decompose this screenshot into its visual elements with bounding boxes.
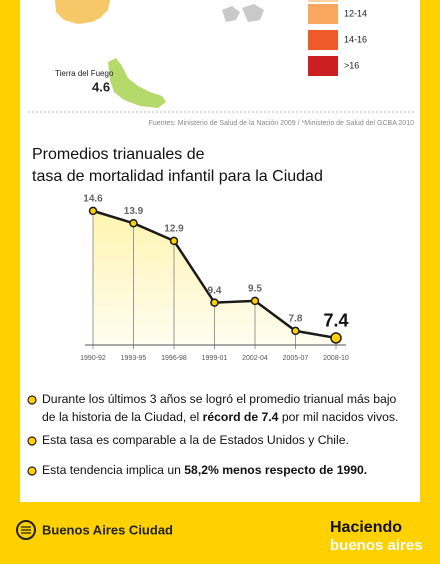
- data-label: 7.8: [289, 314, 303, 325]
- data-label: 7.4: [323, 311, 348, 331]
- point: [129, 218, 138, 228]
- bullet-segment: Esta tendencia implica un: [42, 463, 184, 477]
- x-tick-label: 1996-98: [161, 355, 187, 362]
- bullet-segment: Durante los últimos 3 años se logró el p…: [42, 392, 397, 406]
- data-label: 12.9: [164, 224, 184, 235]
- brand: Buenos Aires Ciudad: [42, 522, 173, 537]
- area-fill: [93, 210, 336, 345]
- legend-label: >16: [344, 60, 359, 70]
- point: [88, 206, 98, 216]
- bullet-list: Durante los últimos 3 años se logró el p…: [27, 392, 398, 477]
- point: [250, 296, 260, 306]
- data-label: 9.5: [248, 284, 262, 295]
- chart-title: tasa de mortalidad infantil para la Ciud…: [32, 168, 323, 185]
- x-tick-label: 1990-92: [80, 355, 106, 362]
- bullet-segment: Esta tasa es comparable a la de Estados …: [42, 433, 349, 447]
- map-islands: [222, 4, 264, 22]
- point: [330, 332, 342, 344]
- map-region-value: 4.6: [92, 79, 110, 94]
- bullet-segment: de la historia de la Ciudad, el: [42, 410, 203, 424]
- content-panel: [20, 0, 420, 502]
- point: [291, 326, 300, 336]
- legend-swatch: [308, 56, 338, 76]
- slogan: Haciendo: [330, 519, 402, 536]
- bullet-text: de la historia de la Ciudad, el récord d…: [42, 410, 398, 424]
- bullet-dot: [27, 466, 37, 476]
- bullet-text: Esta tasa es comparable a la de Estados …: [42, 433, 349, 447]
- bullet-text: Durante los últimos 3 años se logró el p…: [42, 392, 397, 406]
- logo-stripes: [21, 526, 31, 534]
- bullet-segment: 58,2% menos respecto de 1990.: [184, 463, 367, 477]
- map-legend: 12-14 14-16 >16: [308, 4, 367, 76]
- bullet-segment: récord de 7.4: [203, 410, 279, 424]
- map-region-tierra-del-fuego: [108, 58, 166, 108]
- x-tick-label: 2005-07: [283, 355, 309, 362]
- x-tick-label: 2002-04: [242, 355, 268, 362]
- point: [169, 236, 179, 246]
- data-label: 13.9: [124, 206, 144, 217]
- map-region: [55, 0, 110, 24]
- chart-title: Promedios trianuales de: [32, 146, 205, 163]
- legend-label: 14-16: [344, 34, 367, 44]
- legend-swatch: [308, 4, 338, 24]
- map-region-label: Tierra del Fuego: [55, 69, 114, 78]
- logo: [16, 520, 36, 540]
- bullet-text: Esta tendencia implica un 58,2% menos re…: [42, 463, 367, 477]
- x-tick-label: 1993-95: [121, 355, 147, 362]
- bullet-segment: por mil nacidos vivos.: [278, 410, 398, 424]
- slogan: buenos aires: [330, 537, 423, 554]
- x-tick-label: 2008-10: [323, 355, 349, 362]
- data-label: 14.6: [83, 194, 103, 205]
- point: [210, 298, 219, 307]
- legend-swatch: [308, 30, 338, 50]
- data-label: 9.4: [208, 285, 222, 296]
- legend-swatch-cut: [308, 0, 338, 2]
- x-tick-label: 1999-01: [202, 355, 228, 362]
- bullet-dot: [27, 436, 37, 446]
- legend-label: 12-14: [344, 8, 367, 18]
- chart: 1990-92 1993-95 1996-98 1999-01 2002-04 2005-…: [80, 194, 349, 362]
- sources: Fuentes: Ministerio de Salud de la Nació…: [149, 120, 414, 127]
- bullet-dot: [27, 395, 37, 405]
